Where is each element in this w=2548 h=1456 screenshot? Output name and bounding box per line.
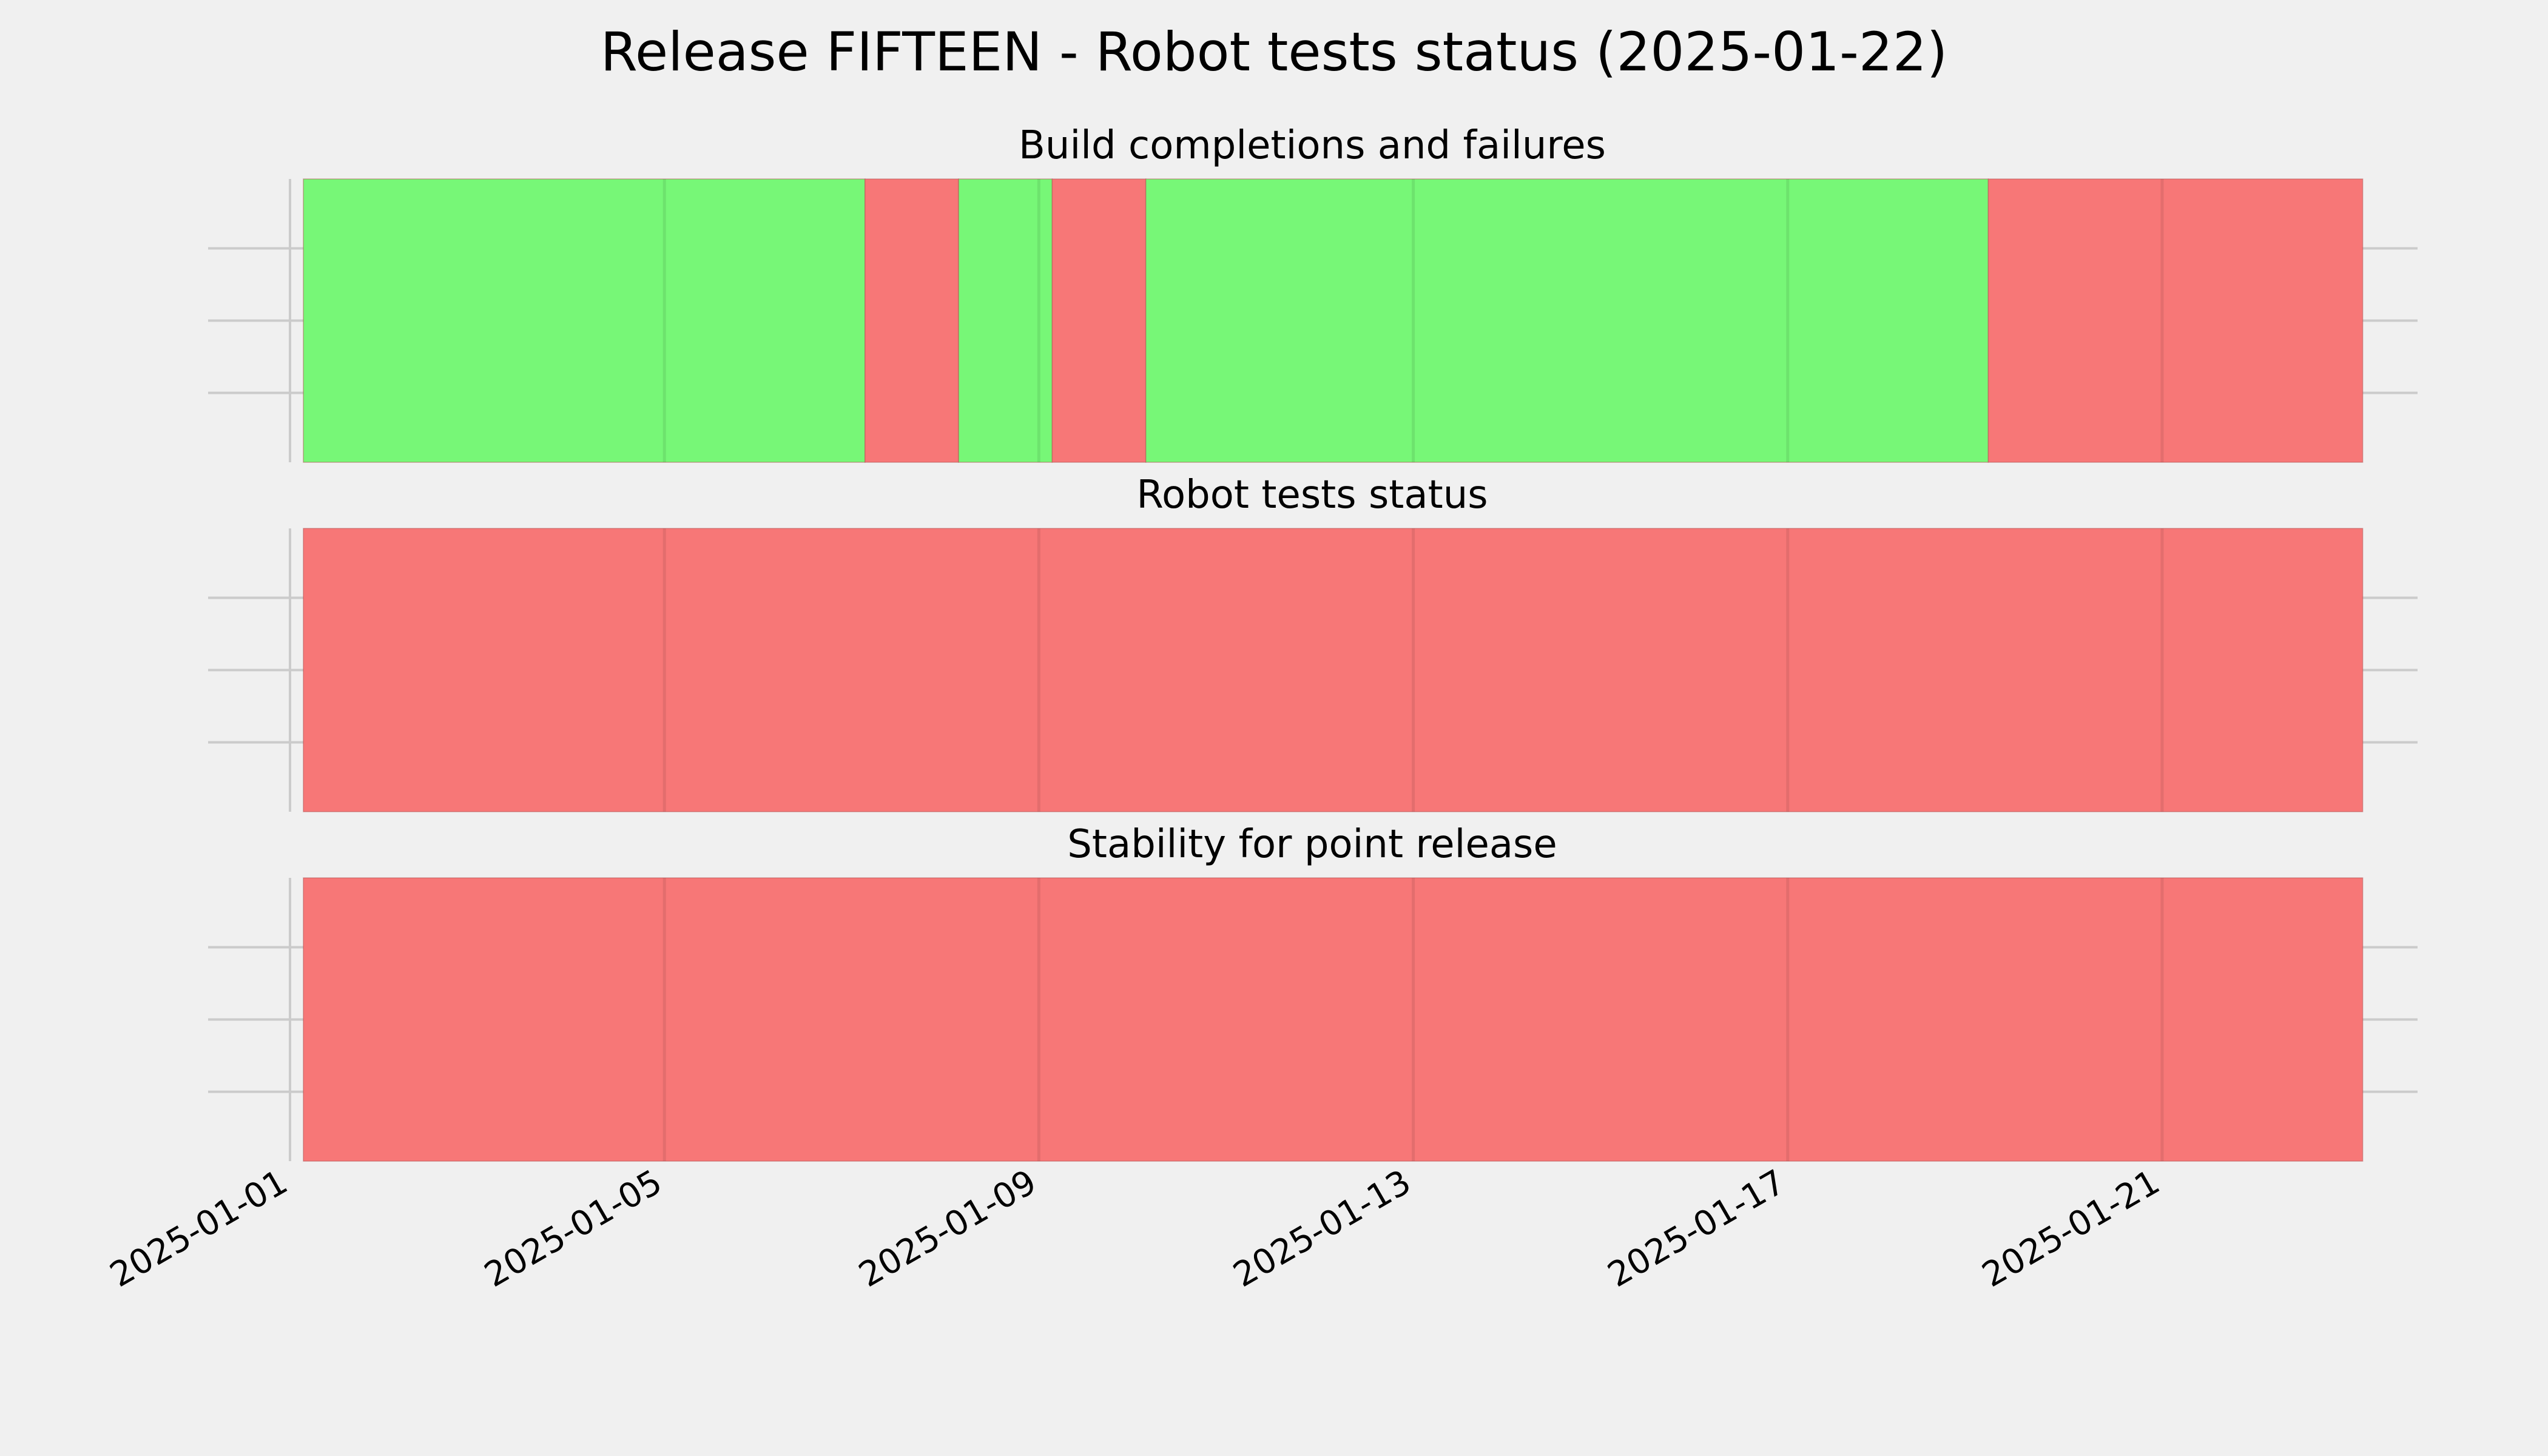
status-segment-success xyxy=(1145,178,1989,463)
panel-title: Robot tests status xyxy=(1136,473,1488,517)
panels: Build completions and failures Robot test… xyxy=(208,123,2418,1162)
status-segment-success xyxy=(303,178,866,463)
status-segment-success xyxy=(958,178,1053,463)
panel-title: Stability for point release xyxy=(1067,822,1557,867)
status-segment-failure xyxy=(864,178,959,463)
panel-1: Build completions and failures xyxy=(208,123,2418,463)
chart-title: Release FIFTEEN - Robot tests status (20… xyxy=(601,21,1947,83)
status-segment-failure xyxy=(303,877,2364,1162)
status-segment-failure xyxy=(1051,178,1147,463)
panel-3: Stability for point release xyxy=(208,822,2418,1162)
status-segment-failure xyxy=(1987,178,2364,463)
panel-2: Robot tests status xyxy=(208,473,2418,812)
status-segment-failure xyxy=(303,528,2364,812)
panel-title: Build completions and failures xyxy=(1019,123,1606,168)
